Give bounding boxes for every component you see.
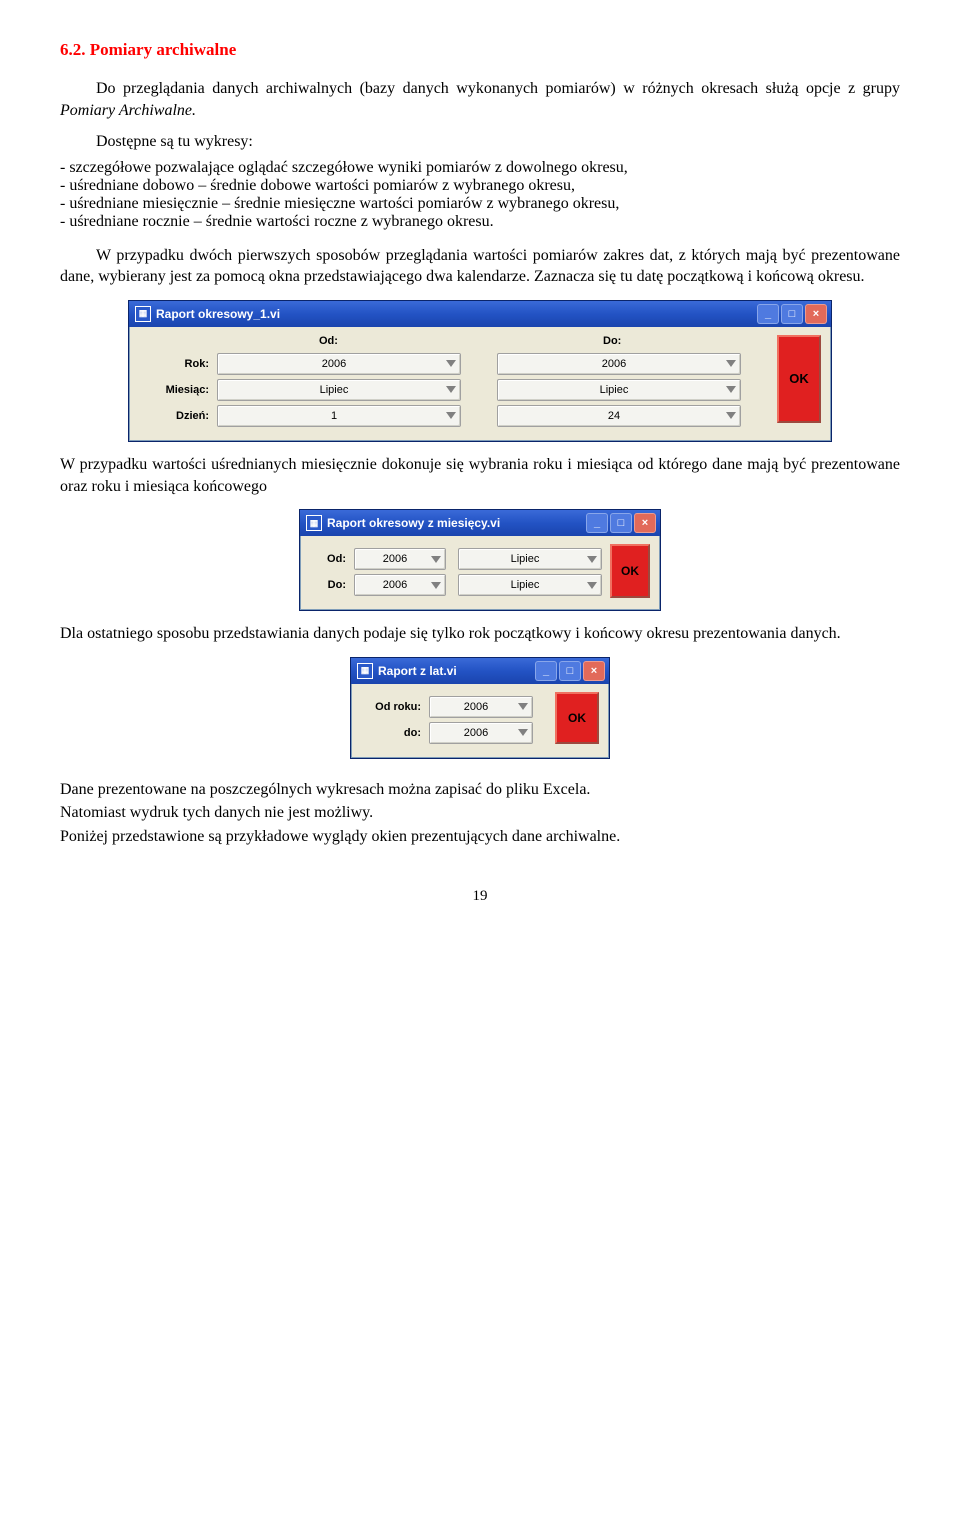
chevron-down-icon: [446, 412, 456, 419]
paragraph-4: Dla ostatniego sposobu przedstawiania da…: [60, 623, 900, 645]
list-item: - uśredniane rocznie – średnie wartości …: [60, 213, 900, 231]
select-value: Lipiec: [226, 384, 446, 396]
window-raport-miesiecy: ▦ Raport okresowy z miesięcy.vi _ □ × Od…: [299, 509, 661, 611]
chevron-down-icon: [726, 412, 736, 419]
select-do-rok[interactable]: 2006: [497, 353, 741, 375]
select-value: 2006: [226, 358, 446, 370]
select-value: 2006: [363, 553, 431, 565]
close-button[interactable]: ×: [805, 304, 827, 324]
label-rok: Rok:: [139, 358, 217, 370]
paragraph-1: Do przeglądania danych archiwalnych (baz…: [60, 78, 900, 121]
chevron-down-icon: [431, 556, 441, 563]
paragraph-6: Natomiast wydruk tych danych nie jest mo…: [60, 802, 900, 824]
para1-text-a: Do przeglądania danych archiwalnych (baz…: [96, 80, 900, 97]
select-value: 2006: [438, 701, 518, 713]
list-item: - uśredniane dobowo – średnie dobowe war…: [60, 177, 900, 195]
select-do-rok[interactable]: 2006: [354, 574, 446, 596]
list-item: - szczegółowe pozwalające oglądać szczeg…: [60, 159, 900, 177]
window-icon: ▦: [357, 663, 373, 679]
select-do-miesiac[interactable]: Lipiec: [497, 379, 741, 401]
label-do: Do:: [310, 579, 354, 591]
select-value: 2006: [363, 579, 431, 591]
select-od-miesiac[interactable]: Lipiec: [217, 379, 461, 401]
select-od-dzien[interactable]: 1: [217, 405, 461, 427]
minimize-button[interactable]: _: [757, 304, 779, 324]
column-header-do: Do:: [493, 335, 777, 347]
window-title: Raport okresowy_1.vi: [156, 307, 755, 321]
chevron-down-icon: [726, 386, 736, 393]
list-block: - szczegółowe pozwalające oglądać szczeg…: [60, 159, 900, 231]
titlebar[interactable]: ▦ Raport z lat.vi _ □ ×: [351, 658, 609, 684]
chevron-down-icon: [446, 360, 456, 367]
close-button[interactable]: ×: [634, 513, 656, 533]
paragraph-2: W przypadku dwóch pierwszych sposobów pr…: [60, 245, 900, 288]
select-od-rok[interactable]: 2006: [354, 548, 446, 570]
label-dzien: Dzień:: [139, 410, 217, 422]
titlebar[interactable]: ▦ Raport okresowy z miesięcy.vi _ □ ×: [300, 510, 660, 536]
minimize-button[interactable]: _: [586, 513, 608, 533]
chevron-down-icon: [726, 360, 736, 367]
select-do-miesiac[interactable]: Lipiec: [458, 574, 602, 596]
label-od: Od:: [310, 553, 354, 565]
select-od-miesiac[interactable]: Lipiec: [458, 548, 602, 570]
window-body: Od roku: 2006 do: 2006 OK: [351, 684, 609, 758]
minimize-button[interactable]: _: [535, 661, 557, 681]
window-icon: ▦: [135, 306, 151, 322]
select-value: Lipiec: [506, 384, 726, 396]
window-title: Raport z lat.vi: [378, 664, 533, 678]
para1-text-italic: Pomiary Archiwalne.: [60, 102, 196, 119]
select-value: Lipiec: [467, 579, 587, 591]
select-do-dzien[interactable]: 24: [497, 405, 741, 427]
label-miesiac: Miesiąc:: [139, 384, 217, 396]
page-number: 19: [60, 888, 900, 905]
label-do: do:: [361, 727, 429, 739]
select-value: 2006: [438, 727, 518, 739]
maximize-button[interactable]: □: [559, 661, 581, 681]
ok-button[interactable]: OK: [610, 544, 650, 598]
list-item: - uśredniane miesięcznie – średnie miesi…: [60, 195, 900, 213]
window-raport-lat: ▦ Raport z lat.vi _ □ × Od roku: 2006 do…: [350, 657, 610, 759]
chevron-down-icon: [518, 703, 528, 710]
window-icon: ▦: [306, 515, 322, 531]
titlebar[interactable]: ▦ Raport okresowy_1.vi _ □ ×: [129, 301, 831, 327]
list-intro: Dostępne są tu wykresy:: [60, 131, 900, 153]
window-body: Od: Do: Rok: 2006 2006 Miesiąc: Lipiec L…: [129, 327, 831, 441]
section-heading: 6.2. Pomiary archiwalne: [60, 40, 900, 60]
close-button[interactable]: ×: [583, 661, 605, 681]
chevron-down-icon: [587, 556, 597, 563]
chevron-down-icon: [446, 386, 456, 393]
chevron-down-icon: [587, 582, 597, 589]
paragraph-7: Poniżej przedstawione są przykładowe wyg…: [60, 826, 900, 848]
window-body: Od: 2006 Lipiec Do: 2006 Lipiec OK: [300, 536, 660, 610]
chevron-down-icon: [518, 729, 528, 736]
maximize-button[interactable]: □: [781, 304, 803, 324]
select-value: 24: [506, 410, 726, 422]
select-od-roku[interactable]: 2006: [429, 696, 533, 718]
select-value: Lipiec: [467, 553, 587, 565]
window-title: Raport okresowy z miesięcy.vi: [327, 516, 584, 530]
maximize-button[interactable]: □: [610, 513, 632, 533]
chevron-down-icon: [431, 582, 441, 589]
paragraph-3: W przypadku wartości uśrednianych miesię…: [60, 454, 900, 497]
ok-button[interactable]: OK: [777, 335, 821, 423]
select-value: 1: [226, 410, 446, 422]
select-value: 2006: [506, 358, 726, 370]
select-od-rok[interactable]: 2006: [217, 353, 461, 375]
window-raport-okresowy-1: ▦ Raport okresowy_1.vi _ □ × Od: Do: Rok…: [128, 300, 832, 442]
paragraph-5: Dane prezentowane na poszczególnych wykr…: [60, 779, 900, 801]
select-do[interactable]: 2006: [429, 722, 533, 744]
column-header-od: Od:: [209, 335, 493, 347]
ok-button[interactable]: OK: [555, 692, 599, 744]
spacer: [139, 335, 209, 347]
label-od-roku: Od roku:: [361, 701, 429, 713]
